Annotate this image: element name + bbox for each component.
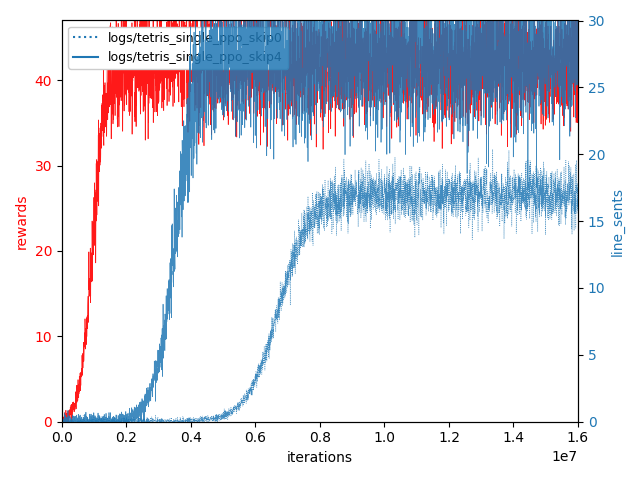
Legend: logs/tetris_single_ppo_skip0, logs/tetris_single_ppo_skip4: logs/tetris_single_ppo_skip0, logs/tetri… (68, 27, 288, 69)
Y-axis label: line_sents: line_sents (611, 187, 625, 256)
X-axis label: iterations: iterations (287, 451, 353, 465)
Y-axis label: rewards: rewards (15, 193, 29, 249)
